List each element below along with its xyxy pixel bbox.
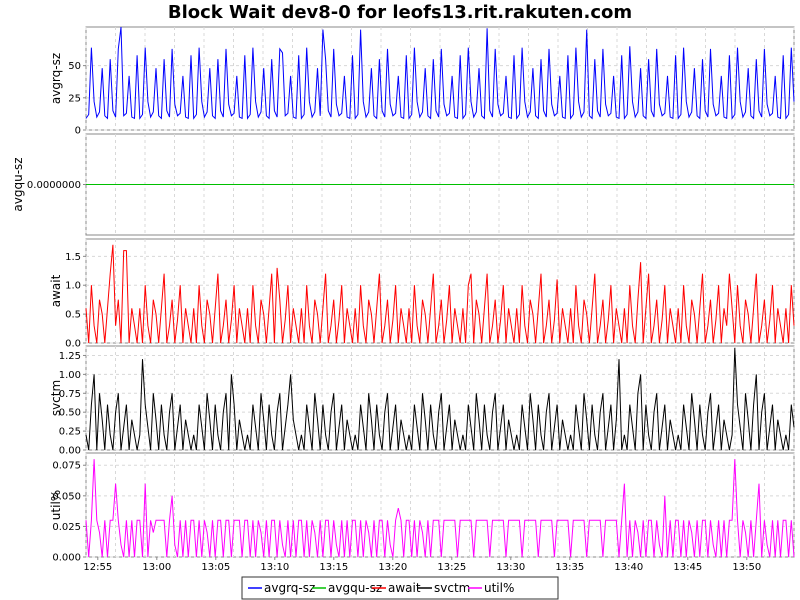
- y-tick-label: 0.25: [59, 427, 81, 438]
- y-tick-label: 1.5: [65, 252, 81, 263]
- legend: avgrq-sz avgqu-sz await svctm util%: [241, 576, 559, 600]
- x-tick-label: 13:00: [142, 562, 171, 573]
- panel-utilpct: 0.000 0.025 0.050 0.075 util%: [49, 452, 795, 564]
- y-tick-label: 25: [68, 93, 81, 104]
- x-tick-label: 13:25: [437, 562, 466, 573]
- y-axis-label: svctm: [49, 380, 63, 416]
- legend-item-svctm: svctm: [434, 581, 470, 595]
- y-tick-label: 0.0: [65, 339, 81, 350]
- x-tick-label: 13:35: [555, 562, 584, 573]
- panel-avgrq-sz: 0 25 50 avgrq-sz: [49, 26, 795, 137]
- legend-item-avgqu-sz: avgqu-sz: [328, 581, 382, 595]
- legend-box: [241, 576, 559, 600]
- x-tick-label: 13:40: [614, 562, 643, 573]
- y-axis-label: await: [49, 274, 63, 307]
- y-tick-label: 0.50: [59, 408, 81, 419]
- y-tick-label: 1.25: [59, 351, 81, 362]
- y-tick-label: 0.075: [52, 461, 81, 472]
- legend-item-await: await: [388, 581, 421, 595]
- x-tick-label: 13:05: [201, 562, 230, 573]
- y-tick-label: 0.025: [52, 522, 81, 533]
- series-line-svctm: [85, 347, 795, 451]
- y-axis-label: avgqu-sz: [11, 157, 25, 211]
- y-tick-label: 0.050: [52, 491, 81, 502]
- legend-item-avgrq-sz: avgrq-sz: [264, 581, 315, 595]
- y-tick-label: 0.0000000: [27, 180, 81, 191]
- x-tick-label: 13:15: [319, 562, 348, 573]
- series-line-utilpct: [85, 459, 795, 558]
- x-tick-label: 12:55: [83, 562, 112, 573]
- y-axis-label: util%: [49, 490, 63, 520]
- y-tick-label: 1.00: [59, 370, 81, 381]
- series-line-await: [85, 244, 795, 344]
- series-line-avgrq-sz: [85, 26, 795, 120]
- legend-item-utilpct: util%: [484, 581, 514, 595]
- chart-title: Block Wait dev8-0 for leofs13.rit.rakute…: [168, 2, 632, 23]
- x-tick-label: 13:20: [378, 562, 407, 573]
- panel-svctm: 0.00 0.25 0.50 0.75 1.00 1.25 svctm: [49, 345, 795, 457]
- y-tick-label: 1.0: [65, 281, 81, 292]
- y-axis-label: avgrq-sz: [49, 53, 63, 104]
- x-tick-label: 13:30: [496, 562, 525, 573]
- y-tick-label: 0: [75, 126, 81, 137]
- y-tick-label: 50: [68, 61, 81, 72]
- y-tick-label: 0.5: [65, 310, 81, 321]
- x-tick-label: 13:50: [732, 562, 761, 573]
- x-tick-label: 13:10: [260, 562, 289, 573]
- y-tick-label: 0.75: [59, 389, 81, 400]
- x-tick-label: 13:45: [673, 562, 702, 573]
- plot-area: [85, 345, 795, 451]
- y-tick-label: 0.000: [52, 553, 81, 564]
- y-tick-label: 0.00: [59, 446, 81, 457]
